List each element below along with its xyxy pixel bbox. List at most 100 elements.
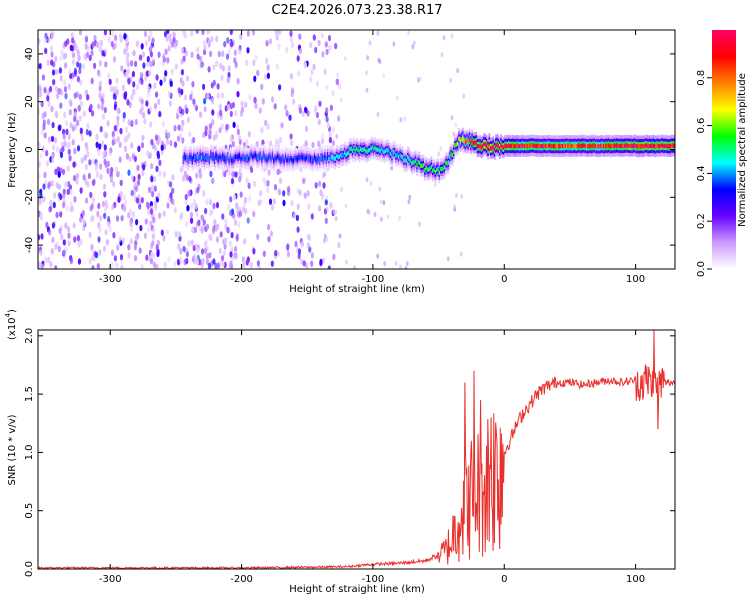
ridge-cell [250,152,253,157]
noise-speckle [307,203,311,210]
noise-speckle [127,252,131,259]
ridge-cell [648,143,651,149]
noise-speckle [373,211,377,217]
noise-speckle [244,196,248,204]
noise-speckle [195,172,199,179]
noise-speckle [120,264,124,269]
noise-speckle [188,175,192,183]
noise-speckle [43,132,47,139]
noise-speckle [315,111,319,119]
ridge-cell [633,143,635,148]
noise-speckle [72,161,76,168]
ridge-cell [660,143,663,148]
noise-speckle [212,64,216,71]
noise-speckle [101,140,105,147]
noise-speckle [325,236,329,242]
noise-speckle [462,93,466,99]
ridge-cell [524,143,526,149]
noise-speckle [301,110,305,118]
noise-speckle [104,61,108,68]
noise-speckle [88,231,92,238]
snr-x-tick-label: -200 [230,574,253,585]
noise-speckle [449,77,452,83]
noise-speckle [59,224,64,232]
noise-speckle [229,196,233,203]
ridge-cell [426,167,429,172]
noise-speckle [269,230,273,237]
ridge-cell [558,144,560,149]
noise-speckle [160,144,164,151]
noise-speckle [177,243,181,250]
noise-speckle [154,134,158,141]
noise-speckle [91,196,95,204]
noise-speckle [219,62,223,70]
ridge-cell [204,155,207,160]
noise-speckle [91,254,95,261]
noise-speckle [399,264,402,269]
noise-speckle [133,155,137,163]
noise-speckle [212,226,216,233]
noise-speckle [50,156,55,163]
noise-speckle [136,83,140,91]
noise-speckle [150,43,154,50]
ridge-cell [421,163,424,169]
noise-speckle [127,244,131,251]
noise-speckle [115,261,119,269]
noise-speckle [185,257,189,265]
ridge-cell [460,137,463,142]
noise-speckle [48,180,52,188]
ridge-cell [601,143,604,148]
noise-speckle [62,249,66,256]
noise-speckle [279,177,283,184]
noise-speckle [453,203,456,209]
ridge-cell [317,155,320,161]
noise-speckle [59,151,64,159]
noise-speckle [172,31,176,38]
snr-y-scale-exponent: 4 [4,312,12,317]
noise-speckle [69,258,73,265]
noise-speckle [137,173,141,181]
ridge-cell [546,143,549,149]
noise-speckle [258,107,262,114]
ridge-cell [517,143,520,148]
colorbar-tick-label: 0.0 [696,261,707,277]
noise-speckle [96,41,100,49]
noise-speckle [198,172,203,179]
ridge-cell [241,155,244,160]
ridge-cell [417,159,420,165]
noise-speckle [236,91,240,98]
snr-x-ticks: -300 -200 -100 0 100 [99,330,645,585]
ridge-cell [299,155,302,160]
ridge-cell [292,158,295,163]
noise-speckle [376,30,380,36]
noise-speckle [58,67,63,74]
ridge-cell [487,146,489,151]
noise-speckle [79,238,83,245]
ridge-cell [334,156,337,161]
noise-speckle [38,142,41,149]
noise-speckle [61,145,65,153]
noise-speckle [39,249,43,256]
ridge-cell [369,147,371,153]
ridge-cell [203,157,206,162]
noise-speckle [442,34,446,41]
ridge-cell [491,146,493,151]
noise-speckle [205,199,209,206]
noise-speckle [43,111,47,118]
noise-speckle [79,216,83,223]
noise-speckle [325,116,329,123]
noise-speckle [405,260,409,266]
noise-speckle [80,157,84,164]
ridge-cell [219,154,221,160]
noise-speckle [153,102,158,110]
noise-speckle [179,257,183,264]
spectrogram-x-ticks: -300 -200 -100 0 100 [99,30,645,285]
noise-speckle [67,226,71,233]
ridge-cell [442,166,445,171]
snr-y-ticks: 0.0 0.5 1.0 1.5 2.0 [24,328,675,577]
noise-speckle [62,133,66,140]
noise-speckle [148,70,152,77]
ridge-cell [600,143,602,149]
noise-speckle [46,118,51,126]
noise-speckle [321,133,325,139]
